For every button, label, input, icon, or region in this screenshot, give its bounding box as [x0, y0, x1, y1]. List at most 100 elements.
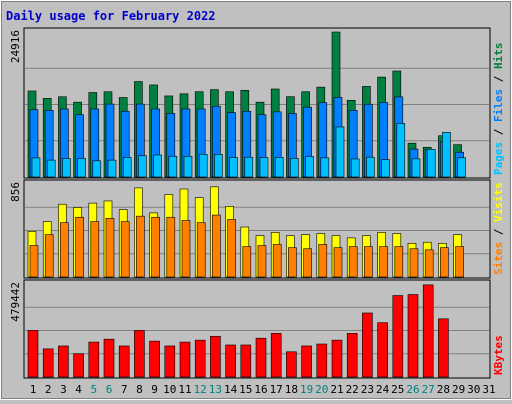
x-label-day-20: 20: [315, 383, 328, 396]
legend-text: Pages / Files / Hits: [492, 43, 505, 176]
bar-pages-day-16: [259, 157, 269, 178]
bar-pages-day-18: [290, 158, 299, 178]
x-label-day-6: 6: [106, 383, 113, 396]
bar-kbytes-day-25: [392, 295, 404, 378]
bar-sites-day-28: [440, 247, 449, 278]
bar-kbytes-day-23: [362, 312, 373, 378]
x-label-day-3: 3: [60, 383, 67, 396]
bar-pages-day-23: [366, 156, 375, 178]
bar-sites-day-12: [196, 222, 206, 278]
bar-pages-day-21: [335, 126, 345, 178]
bar-pages-day-5: [92, 160, 102, 178]
bar-kbytes-day-21: [331, 339, 343, 378]
bar-pages-day-25: [396, 123, 406, 178]
legend-text: KBytes: [492, 335, 505, 375]
bar-pages-day-24: [381, 159, 390, 178]
bar-pages-day-14: [229, 157, 238, 178]
bar-sites-day-16: [257, 245, 267, 278]
x-label-day-13: 13: [209, 383, 222, 396]
bar-sites-day-1: [29, 245, 39, 278]
bar-pages-day-27: [426, 149, 436, 178]
bar-kbytes-day-22: [346, 333, 358, 378]
bar-pages-day-15: [244, 156, 254, 178]
bar-kbytes-day-12: [194, 339, 206, 378]
bar-sites-day-6: [105, 218, 115, 278]
x-label-day-10: 10: [163, 383, 176, 396]
bar-sites-day-19: [303, 248, 312, 278]
panel-top-bars: [27, 31, 466, 178]
bar-sites-day-14: [227, 219, 236, 278]
x-label-day-24: 24: [376, 383, 390, 396]
panel-bottom-ymax-label: 479442: [9, 282, 22, 322]
x-label-day-4: 4: [75, 383, 82, 396]
bar-pages-day-13: [214, 154, 223, 178]
bar-pages-day-29: [457, 157, 466, 178]
x-label-day-5: 5: [90, 383, 97, 396]
panel-middle-legend: Sites / Visits: [492, 182, 505, 275]
legend-separator: /: [492, 69, 505, 89]
panel-visits-sites: 856 Sites / Visits: [9, 179, 505, 279]
bar-sites-day-7: [120, 221, 130, 278]
bar-kbytes-day-27: [422, 284, 434, 378]
bar-sites-day-5: [90, 221, 100, 278]
legend-separator: /: [492, 222, 505, 242]
x-label-day-12: 12: [194, 383, 207, 396]
panel-kbytes: 479442 KBytes: [9, 279, 505, 379]
bar-kbytes-day-14: [225, 344, 236, 378]
bar-kbytes-day-8: [134, 330, 145, 378]
bar-sites-day-13: [212, 214, 221, 278]
x-label-day-14: 14: [224, 383, 238, 396]
bar-kbytes-day-4: [73, 353, 84, 378]
x-label-day-23: 23: [361, 383, 374, 396]
legend-files: Files: [492, 89, 505, 122]
x-axis-day-labels: 1 2 3 4 5 6 7 8 9 10 11 12 13 14 15 16 17 18 19 20 21 22 23 24 2…: [30, 383, 496, 396]
bar-kbytes-day-1: [27, 330, 39, 378]
legend-hits: Hits: [492, 43, 505, 70]
bar-pages-day-1: [31, 157, 41, 178]
bar-sites-day-4: [75, 216, 84, 278]
x-label-day-21: 21: [330, 383, 343, 396]
bar-kbytes-day-6: [103, 338, 115, 378]
bar-sites-day-29: [455, 246, 464, 278]
x-label-day-17: 17: [270, 383, 283, 396]
bar-kbytes-day-11: [179, 341, 191, 378]
bar-pages-day-22: [350, 158, 360, 178]
bar-pages-day-2: [46, 159, 56, 178]
bar-sites-day-11: [181, 220, 191, 278]
bar-kbytes-day-3: [58, 345, 69, 378]
legend-separator: /: [492, 122, 505, 142]
panel-middle-ymax-label: 856: [9, 182, 22, 202]
bar-sites-day-24: [379, 246, 388, 278]
chart-title: Daily usage for February 2022: [6, 9, 216, 23]
bar-kbytes-day-18: [286, 351, 297, 378]
bar-kbytes-day-28: [438, 318, 449, 378]
x-label-day-22: 22: [346, 383, 359, 396]
bar-pages-day-19: [305, 156, 314, 178]
bar-sites-day-23: [364, 246, 373, 278]
bar-kbytes-day-20: [316, 343, 328, 378]
bar-sites-day-10: [166, 216, 176, 278]
x-label-day-30: 30: [467, 383, 480, 396]
bar-kbytes-day-10: [164, 345, 176, 378]
bar-sites-day-2: [44, 234, 54, 278]
x-label-day-27: 27: [422, 383, 435, 396]
bar-sites-day-17: [272, 244, 282, 278]
bar-pages-day-17: [274, 157, 284, 178]
bar-kbytes-day-2: [42, 348, 54, 378]
bar-kbytes-day-26: [407, 294, 419, 378]
x-label-day-9: 9: [151, 383, 158, 396]
x-label-day-28: 28: [437, 383, 450, 396]
panel-middle-bars: [27, 186, 464, 278]
legend-text: Sites / Visits: [492, 182, 505, 275]
bar-sites-day-3: [60, 222, 69, 278]
x-label-day-11: 11: [178, 383, 191, 396]
bar-pages-day-8: [138, 155, 147, 178]
bar-kbytes-day-9: [149, 340, 160, 378]
panel-top-legend: Pages / Files / Hits: [492, 43, 505, 176]
bar-sites-day-27: [424, 249, 434, 278]
bar-pages-day-9: [153, 154, 162, 178]
x-label-day-29: 29: [452, 383, 465, 396]
bar-sites-day-26: [409, 248, 419, 278]
